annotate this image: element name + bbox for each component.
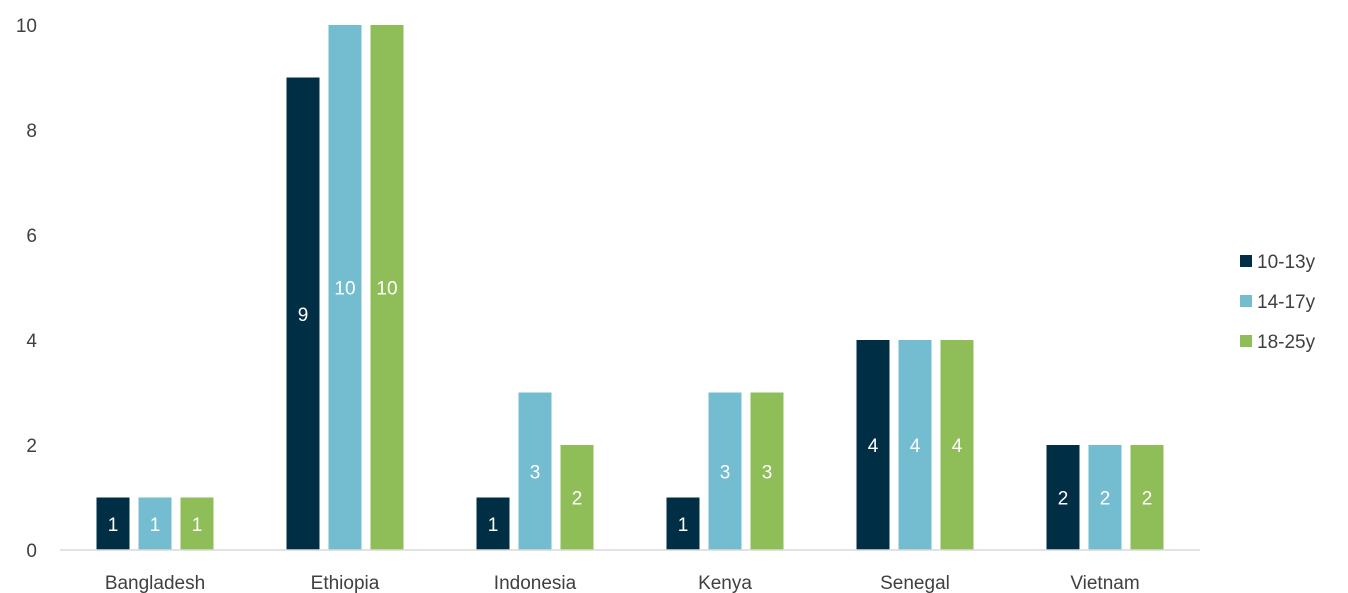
legend-swatch (1240, 295, 1252, 307)
data-label: 4 (910, 436, 921, 457)
bar-18-25y-indonesia (560, 445, 594, 550)
bar-10-13y-indonesia (476, 497, 510, 550)
bar-14-17y-senegal (898, 340, 932, 550)
x-tick-label: Bangladesh (105, 573, 205, 593)
bar-10-13y-vietnam (1046, 445, 1080, 550)
y-tick-label: 2 (26, 436, 37, 457)
data-label: 4 (868, 436, 879, 457)
data-label: 3 (530, 462, 541, 483)
data-label: 1 (150, 515, 161, 536)
bar-10-13y-ethiopia (286, 77, 320, 550)
legend-swatch (1240, 335, 1252, 347)
data-label: 9 (298, 305, 309, 326)
data-label: 3 (720, 462, 731, 483)
bar-14-17y-kenya (708, 392, 742, 550)
y-tick-label: 8 (26, 121, 37, 142)
bar-18-25y-vietnam (1130, 445, 1164, 550)
data-label: 3 (762, 462, 773, 483)
data-label: 2 (1100, 489, 1111, 510)
x-tick-label: Indonesia (494, 573, 577, 593)
x-axis: Bangladesh Ethiopia Indonesia Kenya Senegal V… (105, 573, 1140, 593)
bar-18-25y-ethiopia (370, 25, 404, 550)
bar-10-13y-bangladesh (96, 497, 130, 550)
bar-14-17y-ethiopia (328, 25, 362, 550)
legend-label: 14-17y (1257, 292, 1316, 313)
y-tick-label: 0 (26, 541, 37, 562)
y-tick-label: 4 (26, 331, 37, 352)
legend-swatch (1240, 255, 1252, 267)
bar-18-25y-kenya (750, 392, 784, 550)
data-label: 10 (376, 279, 397, 300)
x-tick-label: Ethiopia (311, 573, 380, 593)
bars: 1 1 1 9 10 10 1 3 2 1 3 3 4 4 4 2 2 2 (96, 25, 1164, 550)
data-label: 1 (108, 515, 119, 536)
legend: 10-13y 14-17y 18-25y (1240, 252, 1316, 353)
data-label: 2 (1058, 489, 1069, 510)
bar-14-17y-vietnam (1088, 445, 1122, 550)
x-tick-label: Senegal (880, 573, 950, 593)
y-tick-label: 6 (26, 226, 37, 247)
legend-label: 18-25y (1257, 332, 1316, 353)
x-tick-label: Vietnam (1070, 573, 1139, 593)
data-label: 1 (488, 515, 499, 536)
data-label: 1 (678, 515, 689, 536)
data-label: 10 (334, 279, 355, 300)
y-tick-label: 10 (16, 16, 37, 37)
legend-label: 10-13y (1257, 252, 1316, 273)
x-tick-label: Kenya (698, 573, 752, 593)
bar-10-13y-senegal (856, 340, 890, 550)
data-label: 2 (572, 489, 583, 510)
y-axis: 0 2 4 6 8 10 (16, 16, 38, 562)
data-label: 2 (1142, 489, 1153, 510)
bar-10-13y-kenya (666, 497, 700, 550)
data-label: 1 (192, 515, 203, 536)
data-label: 4 (952, 436, 963, 457)
bar-14-17y-bangladesh (138, 497, 172, 550)
bar-18-25y-bangladesh (180, 497, 214, 550)
bar-14-17y-indonesia (518, 392, 552, 550)
bar-18-25y-senegal (940, 340, 974, 550)
